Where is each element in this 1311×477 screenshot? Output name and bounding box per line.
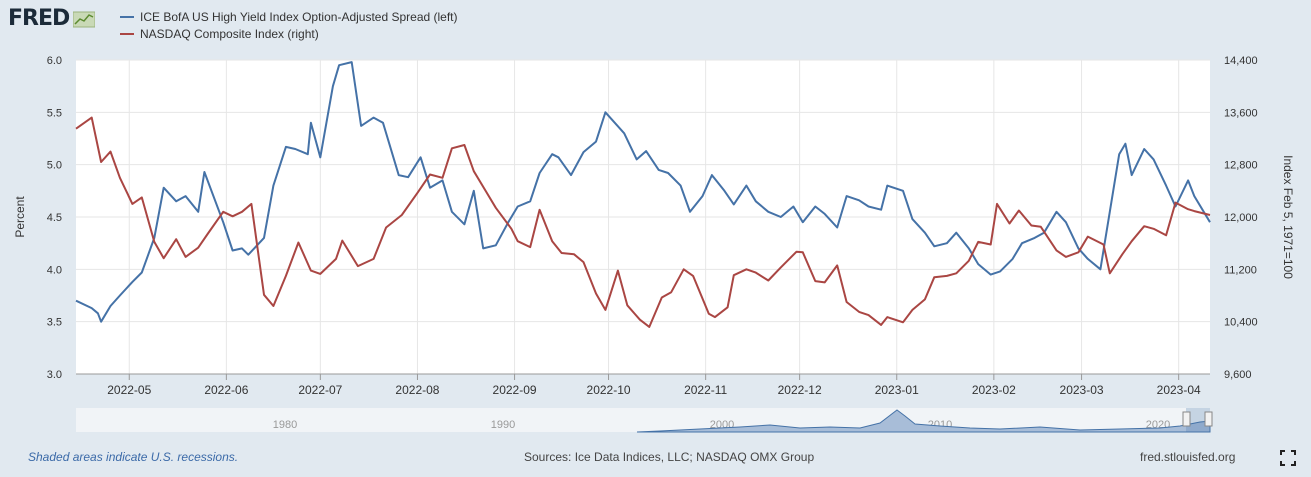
x-tick-label: 2022-07 (298, 383, 342, 397)
y-left-tick-label: 5.0 (47, 160, 62, 172)
navigator-year-label: 1980 (273, 419, 297, 431)
range-navigator[interactable]: 1980 1990 2000 2010 2020 (76, 408, 1213, 433)
x-tick-label: 2022-11 (684, 383, 727, 397)
y-right-tick-label: 13,600 (1224, 107, 1258, 119)
x-tick-label: 2022-09 (493, 383, 537, 397)
y-left-tick-label: 4.5 (47, 212, 62, 224)
chart-header: FRED ICE BofA US High Yield Index Option… (0, 0, 1311, 48)
legend-label-nasdaq: NASDAQ Composite Index (right) (140, 26, 319, 41)
y-right-tick-label: 12,000 (1224, 212, 1258, 224)
line-chart: 3.0 3.5 4.0 4.5 5.0 5.5 6.0 9,600 10,400 11,200 12… (13, 55, 1295, 433)
y-right-tick-label: 14,400 (1224, 55, 1258, 67)
y-left-tick-label: 3.5 (47, 317, 62, 329)
series-line-nasdaq (75, 116, 1211, 328)
axis-ticks: 3.0 3.5 4.0 4.5 5.0 5.5 6.0 9,600 10,400 11,200 12… (47, 55, 1258, 397)
navigator-year-label: 1990 (491, 419, 515, 431)
recession-note: Shaded areas indicate U.S. recessions. (28, 450, 239, 464)
chart-series (75, 61, 1211, 328)
navigator-handle[interactable] (1204, 411, 1213, 427)
chart-legend: ICE BofA US High Yield Index Option-Adju… (120, 8, 458, 42)
x-tick-label: 2022-05 (107, 383, 151, 397)
x-tick-label: 2023-01 (875, 383, 919, 397)
y-left-tick-label: 4.0 (47, 264, 62, 276)
legend-swatch-red (120, 32, 134, 35)
y-axis-right-label: Index Feb 5, 1971=100 (1281, 155, 1295, 279)
x-tick-label: 2022-08 (395, 383, 439, 397)
x-tick-label: 2023-04 (1157, 383, 1201, 397)
x-tick-label: 2022-12 (778, 383, 822, 397)
legend-item-nasdaq[interactable]: NASDAQ Composite Index (right) (120, 25, 458, 42)
series-line-high-yield-spread (75, 61, 1211, 323)
site-link[interactable]: fred.stlouisfed.org (1140, 450, 1236, 464)
legend-swatch-blue (120, 15, 134, 18)
y-left-tick-label: 6.0 (47, 55, 62, 67)
x-tick-label: 2023-03 (1060, 383, 1104, 397)
y-right-tick-label: 12,800 (1224, 160, 1258, 172)
x-tick-label: 2022-10 (587, 383, 631, 397)
y-left-tick-label: 3.0 (47, 369, 62, 381)
y-left-tick-label: 5.5 (47, 107, 62, 119)
fred-logo[interactable]: FRED (8, 6, 96, 31)
y-right-tick-label: 10,400 (1224, 317, 1258, 329)
fred-logo-text: FRED (8, 6, 70, 31)
y-right-tick-label: 9,600 (1224, 369, 1252, 381)
y-right-tick-label: 11,200 (1224, 264, 1257, 276)
x-tick-label: 2022-06 (204, 383, 248, 397)
fullscreen-icon[interactable] (1280, 450, 1296, 466)
sources-text: Sources: Ice Data Indices, LLC; NASDAQ O… (524, 450, 815, 464)
chart-footer: Shaded areas indicate U.S. recessions. S… (0, 442, 1311, 472)
x-tick-label: 2023-02 (972, 383, 1016, 397)
y-axis-left-label: Percent (13, 196, 27, 238)
trend-chart-icon (73, 11, 96, 27)
legend-label-high-yield-spread: ICE BofA US High Yield Index Option-Adju… (140, 9, 458, 24)
navigator-handle[interactable] (1182, 411, 1191, 427)
legend-item-high-yield-spread[interactable]: ICE BofA US High Yield Index Option-Adju… (120, 8, 458, 25)
